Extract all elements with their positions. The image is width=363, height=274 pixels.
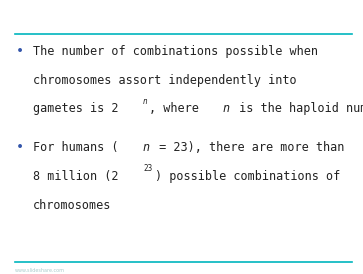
Text: = 23), there are more than: = 23), there are more than	[152, 141, 344, 155]
Text: n: n	[143, 96, 148, 105]
Text: For humans (: For humans (	[33, 141, 118, 155]
Text: is the haploid number: is the haploid number	[232, 102, 363, 115]
Text: www.slideshare.com: www.slideshare.com	[15, 268, 65, 273]
Text: 23: 23	[143, 164, 152, 173]
Text: gametes is 2: gametes is 2	[33, 102, 118, 115]
Text: n: n	[143, 141, 150, 155]
Text: 8 million (2: 8 million (2	[33, 170, 118, 183]
Text: The number of combinations possible when: The number of combinations possible when	[33, 45, 318, 58]
Text: •: •	[16, 45, 24, 58]
Text: , where: , where	[149, 102, 206, 115]
Text: n: n	[223, 102, 230, 115]
Text: ) possible combinations of: ) possible combinations of	[155, 170, 340, 183]
Text: •: •	[16, 141, 24, 155]
Text: chromosomes: chromosomes	[33, 199, 111, 212]
Text: chromosomes assort independently into: chromosomes assort independently into	[33, 74, 296, 87]
